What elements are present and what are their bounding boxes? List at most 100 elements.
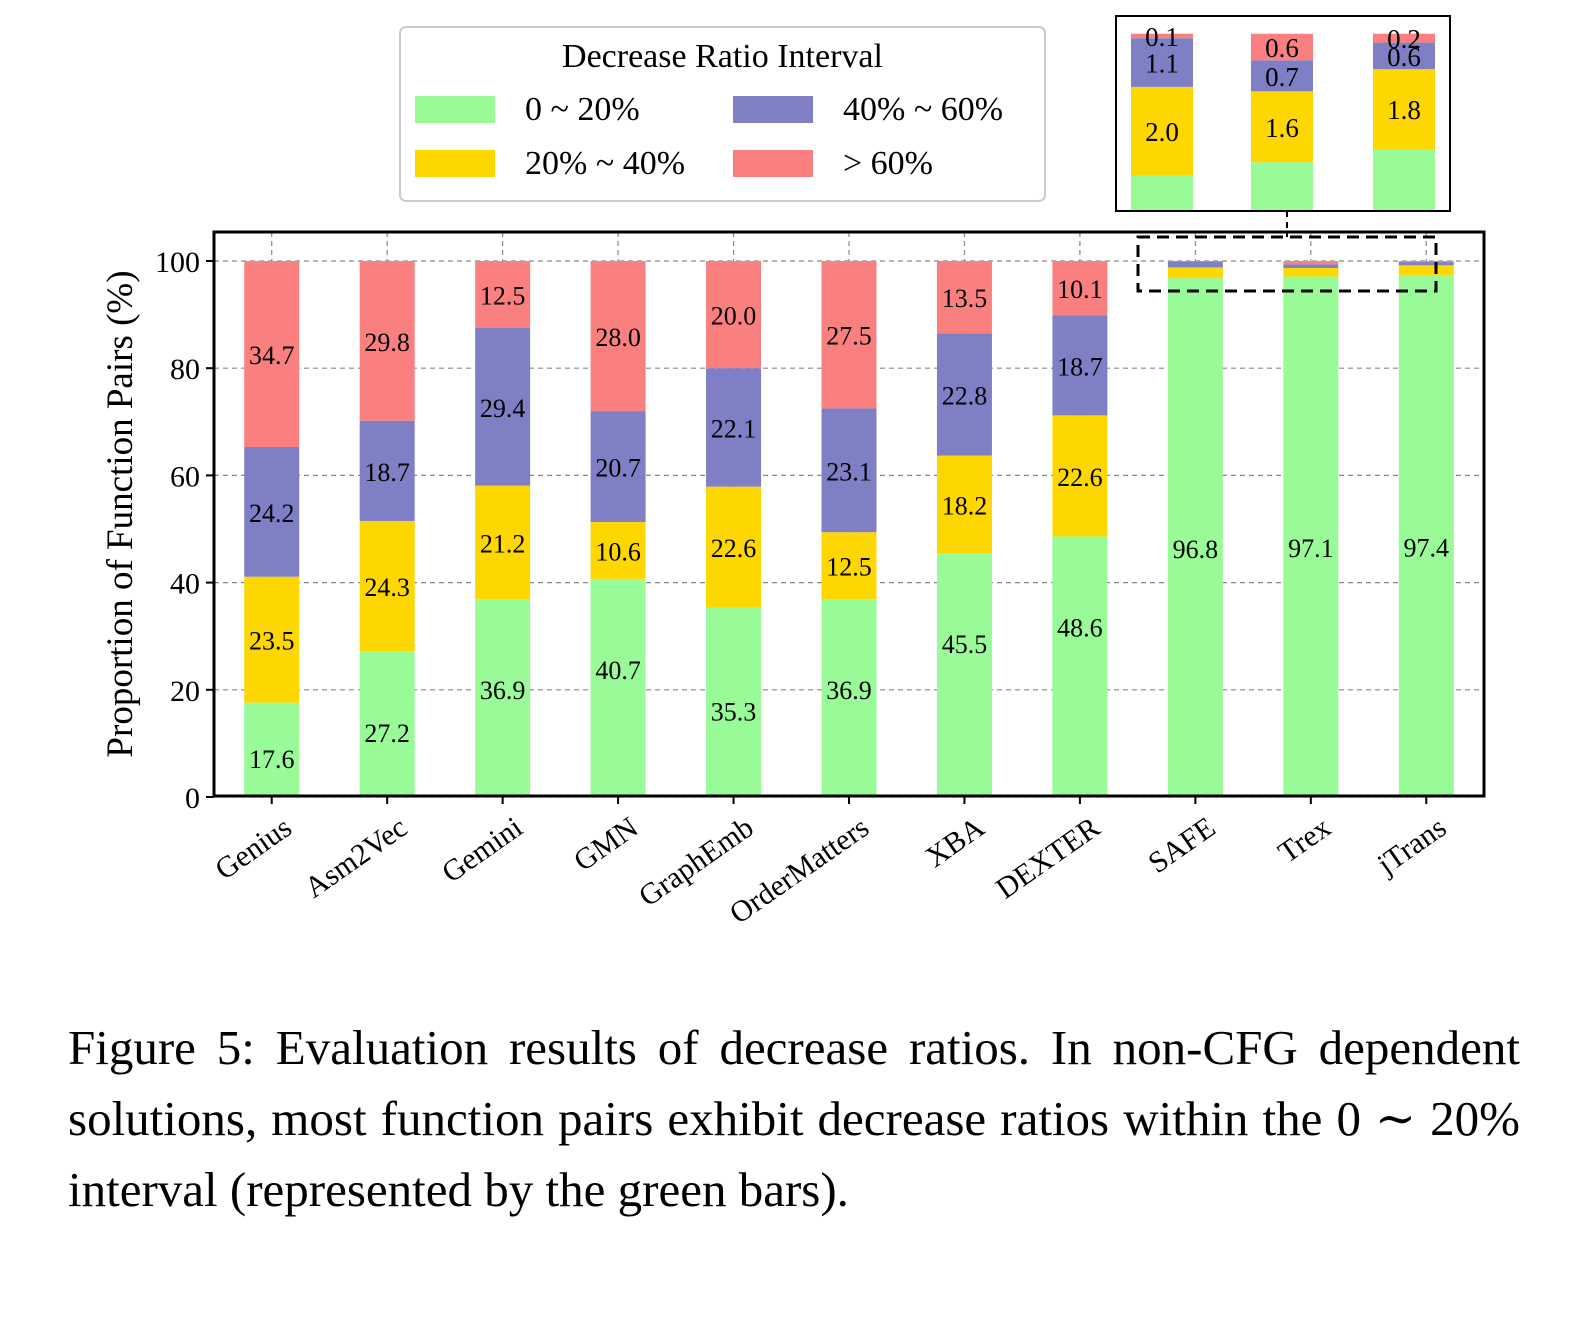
inset-label-1-1: 1.6 — [1265, 113, 1299, 143]
bar-3-7 — [1052, 261, 1108, 316]
y-tick-label: 100 — [155, 246, 200, 279]
bar-label-0-6: 45.5 — [942, 630, 988, 659]
legend-swatch-2 — [733, 96, 813, 123]
legend-swatch-3 — [733, 150, 813, 177]
bar-1-0 — [244, 576, 300, 703]
bar-1-8 — [1167, 267, 1223, 279]
bar-1-1 — [359, 520, 415, 652]
bar-1-9 — [1283, 267, 1339, 277]
bar-label-1-5: 12.5 — [826, 553, 872, 582]
y-tick-label: 60 — [170, 460, 200, 493]
bar-label-2-5: 23.1 — [826, 457, 872, 486]
inset-bar-2-2 — [1373, 42, 1435, 70]
bar-2-0 — [244, 446, 300, 577]
bar-label-3-0: 34.7 — [249, 341, 295, 370]
bar-label-1-2: 21.2 — [480, 529, 526, 558]
bar-1-7 — [1052, 415, 1108, 537]
bar-label-2-0: 24.2 — [249, 499, 295, 528]
figure-caption: Figure 5: Evaluation results of decrease… — [68, 1020, 1520, 1217]
bar-3-1 — [359, 261, 415, 421]
bar-2-3 — [590, 411, 646, 523]
bar-2-1 — [359, 420, 415, 521]
bar-label-0-3: 40.7 — [595, 656, 641, 685]
x-tick-label: jTrans — [1371, 811, 1453, 882]
bar-label-3-5: 27.5 — [826, 322, 872, 351]
bar-2-9 — [1283, 264, 1339, 268]
bar-1-5 — [821, 532, 877, 600]
bar-2-2 — [475, 328, 531, 486]
bar-0-7 — [1052, 536, 1108, 797]
bar-3-10 — [1398, 261, 1454, 263]
bar-3-3 — [590, 261, 646, 412]
x-tick-label: XBA — [920, 811, 991, 875]
bar-label-0-5: 36.9 — [826, 676, 872, 705]
inset-labels: 2.01.10.11.60.70.61.80.60.2 — [1145, 22, 1421, 147]
bar-label-0-1: 27.2 — [364, 719, 410, 748]
bar-2-4 — [706, 368, 762, 487]
inset-label-3-1: 0.6 — [1265, 33, 1299, 63]
y-tick-label: 0 — [185, 782, 200, 815]
inset-label-1-2: 1.8 — [1387, 95, 1421, 125]
inset-bar-2-0 — [1131, 38, 1193, 87]
bar-label-3-7: 10.1 — [1057, 275, 1103, 304]
legend: Decrease Ratio Interval 0 ~ 20% 20% ~ 40%… — [399, 26, 1046, 202]
y-tick-label: 80 — [170, 353, 200, 386]
zoom-inset: 2.01.10.11.60.70.61.80.60.2 — [1115, 15, 1451, 212]
bar-label-3-2: 12.5 — [480, 282, 526, 311]
bar-0-3 — [590, 578, 646, 797]
bar-label-1-1: 24.3 — [364, 573, 410, 602]
bar-label-0-10: 97.4 — [1404, 533, 1450, 562]
bar-2-6 — [936, 333, 992, 456]
bar-label-2-4: 22.1 — [711, 414, 757, 443]
inset-border — [1115, 15, 1451, 212]
bar-label-0-2: 36.9 — [480, 676, 526, 705]
bar-0-0 — [244, 702, 300, 797]
bar-3-2 — [475, 261, 531, 328]
bar-label-3-1: 29.8 — [364, 328, 410, 357]
y-axis: 0 20 40 60 80 100 — [155, 246, 214, 815]
bar-2-10 — [1398, 262, 1454, 266]
bar-2-5 — [821, 408, 877, 533]
bar-1-6 — [936, 455, 992, 554]
inset-label-3-2: 0.2 — [1387, 24, 1421, 54]
bar-3-6 — [936, 261, 992, 334]
bar-label-2-2: 29.4 — [480, 394, 526, 423]
inset-bar-0-1 — [1251, 162, 1313, 211]
bar-label-0-8: 96.8 — [1173, 535, 1219, 564]
bar-label-1-3: 10.6 — [595, 537, 641, 566]
inset-bar-1-0 — [1131, 86, 1193, 176]
legend-title: Decrease Ratio Interval — [562, 38, 883, 75]
legend-label-1: 20% ~ 40% — [525, 145, 685, 182]
bar-3-5 — [821, 261, 877, 409]
x-tick-label: Trex — [1272, 811, 1336, 870]
x-tick-label: Genius — [209, 811, 298, 887]
bar-3-9 — [1283, 261, 1339, 265]
bar-label-0-9: 97.1 — [1288, 534, 1334, 563]
bar-1-3 — [590, 522, 646, 579]
legend-label-0: 0 ~ 20% — [525, 91, 640, 128]
bar-1-4 — [706, 486, 762, 608]
legend-items: 0 ~ 20% 20% ~ 40% 40% ~ 60% > 60% — [415, 91, 1003, 182]
legend-swatch-1 — [415, 150, 495, 177]
inset-label-3-0: 0.1 — [1145, 22, 1179, 52]
inset-bar-1-1 — [1251, 91, 1313, 163]
legend-swatch-0 — [415, 96, 495, 123]
bar-0-6 — [936, 553, 992, 797]
bar-0-2 — [475, 599, 531, 797]
bar-3-8 — [1167, 261, 1223, 262]
x-tick-label: Asm2Vec — [299, 811, 413, 905]
inset-bar-1-2 — [1373, 69, 1435, 149]
bars — [244, 261, 1454, 798]
y-tick-label: 40 — [170, 568, 200, 601]
inset-label-2-1: 0.7 — [1265, 62, 1299, 92]
inset-bars — [1131, 33, 1435, 211]
bar-label-0-4: 35.3 — [711, 697, 757, 726]
bar-label-2-3: 20.7 — [595, 454, 641, 483]
y-axis-label: Proportion of Function Pairs (%) — [100, 270, 141, 757]
bar-labels: 17.6 23.5 24.2 34.7 27.2 24.3 18.7 29.8 36.9 21.2… — [249, 275, 1449, 774]
bar-2-7 — [1052, 315, 1108, 416]
inset-bar-3-2 — [1373, 33, 1435, 43]
inset-label-1-0: 2.0 — [1145, 117, 1179, 147]
y-tick-label: 20 — [170, 675, 200, 708]
x-tick-label: SAFE — [1142, 811, 1221, 880]
